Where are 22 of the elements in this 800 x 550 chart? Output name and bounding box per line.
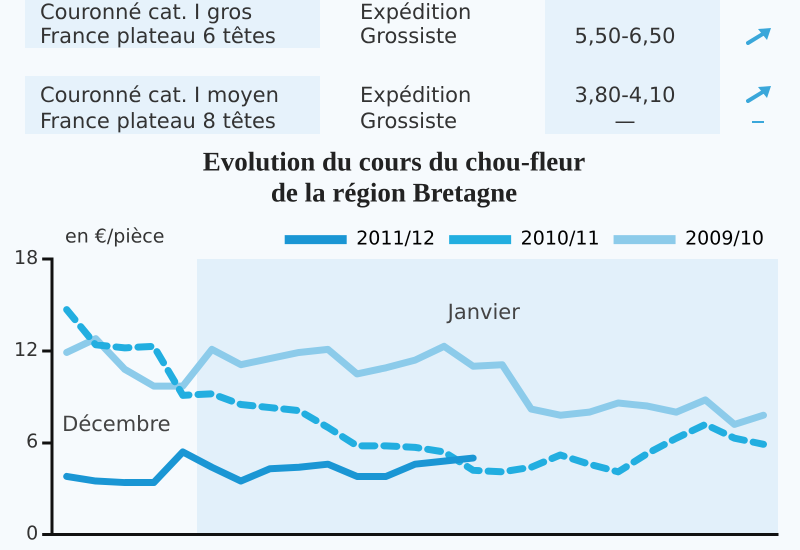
y-axis-title: en €/pièce	[65, 226, 164, 248]
y-tick-label: 6	[26, 430, 38, 453]
legend-label: 2010/11	[520, 228, 600, 250]
text: France plateau 8 têtes	[40, 109, 276, 133]
text: Grossiste	[360, 24, 458, 48]
legend-label: 2009/10	[685, 228, 764, 250]
chart-title: Evolution du cours du chou-fleur de la région Bretagne	[202, 146, 586, 208]
annotation: Janvier	[448, 300, 520, 324]
y-tick-label: 18	[14, 247, 38, 270]
y-tick-label: 12	[14, 338, 38, 361]
text: Couronné cat. I moyen	[40, 83, 279, 107]
legend-label: 2011/12	[356, 228, 436, 250]
text: 3,80-4,10	[573, 83, 677, 107]
text: Expédition	[360, 0, 472, 24]
annotation: Décembre	[62, 412, 171, 436]
text: Couronné cat. I gros	[40, 0, 252, 24]
y-tick-label: 0	[26, 522, 38, 545]
text: 5,50-6,50	[573, 24, 677, 48]
text: —	[614, 109, 636, 133]
text: Expédition	[360, 83, 472, 107]
text: France plateau 6 têtes	[40, 24, 276, 48]
text: Grossiste	[360, 109, 458, 133]
